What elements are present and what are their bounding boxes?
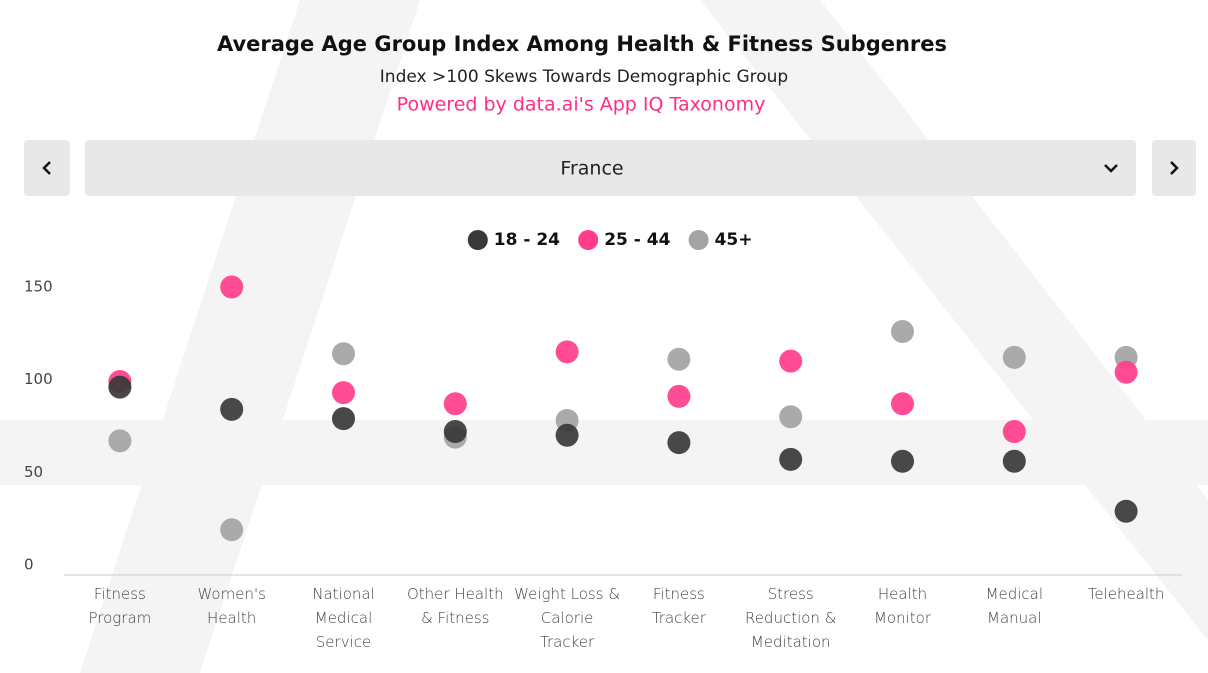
dropdown-icon[interactable] <box>1104 164 1118 173</box>
dot <box>667 347 691 371</box>
legend-label: 45+ <box>715 230 753 250</box>
x-tick-label: Health Monitor <box>873 585 932 627</box>
country-dropdown[interactable]: France <box>85 140 1136 196</box>
legend-swatch <box>578 230 599 250</box>
dot <box>891 319 914 343</box>
bg-stripe <box>80 0 420 673</box>
legend: 18 - 24 25 - 44 45+ <box>467 230 753 250</box>
dot <box>332 342 355 366</box>
bg-stripe <box>700 0 1208 640</box>
dot <box>220 518 244 542</box>
x-tick-label: Fitness Program <box>88 585 152 627</box>
y-tick-label: 50 <box>24 463 43 481</box>
dot <box>1114 360 1138 384</box>
legend-label: 25 - 44 <box>604 230 670 250</box>
prev-button[interactable] <box>24 140 70 196</box>
dot <box>332 381 355 405</box>
dropdown-bg[interactable] <box>85 140 1136 196</box>
dot <box>220 275 244 299</box>
y-tick-label: 150 <box>24 278 53 296</box>
dot <box>779 349 803 373</box>
dot <box>1002 449 1026 473</box>
dot <box>667 431 691 455</box>
dot <box>555 423 579 447</box>
dot <box>1002 420 1026 444</box>
dot <box>443 392 467 416</box>
bg-band <box>0 420 1208 485</box>
dot <box>667 384 691 408</box>
x-tick-label: Fitness Tracker <box>651 585 706 627</box>
x-tick-label: Weight Loss & Calorie Tracker <box>514 585 621 651</box>
y-tick-label: 0 <box>24 556 34 574</box>
prev-button-bg[interactable] <box>24 140 70 196</box>
dot <box>108 375 132 399</box>
dot <box>220 397 244 421</box>
x-tick-label: Stress Reduction & Meditation <box>744 585 837 651</box>
dot <box>555 340 579 364</box>
chart-title: Average Age Group Index Among Health & F… <box>217 32 947 56</box>
y-tick-label: 100 <box>24 370 53 388</box>
dot <box>779 447 803 471</box>
next-button[interactable] <box>1152 140 1196 196</box>
x-tick-label: Medical Manual <box>985 585 1044 627</box>
source-note: Powered by data.ai's App IQ Taxonomy <box>397 94 766 116</box>
next-icon[interactable] <box>1170 161 1179 175</box>
dot <box>1002 345 1026 369</box>
dot <box>1114 499 1138 523</box>
legend-swatch <box>688 230 709 250</box>
legend-swatch <box>467 230 488 250</box>
x-tick-label: Women's Health <box>197 585 266 627</box>
dropdown-value[interactable]: France <box>560 158 623 180</box>
dot <box>779 405 803 429</box>
next-button-bg[interactable] <box>1152 140 1196 196</box>
legend-label: 18 - 24 <box>494 230 560 250</box>
dot <box>443 420 467 444</box>
x-tick-label: Telehealth <box>1087 585 1165 603</box>
x-tick-label: Other Health & Fitness <box>406 585 504 627</box>
x-tick-label: National Medical Service <box>312 585 375 651</box>
dot <box>891 449 914 473</box>
chart-subtitle: Index >100 Skews Towards Demographic Gro… <box>380 67 788 87</box>
dot <box>891 392 914 416</box>
dot <box>108 429 132 453</box>
prev-icon[interactable] <box>42 161 51 175</box>
dot <box>332 407 355 431</box>
